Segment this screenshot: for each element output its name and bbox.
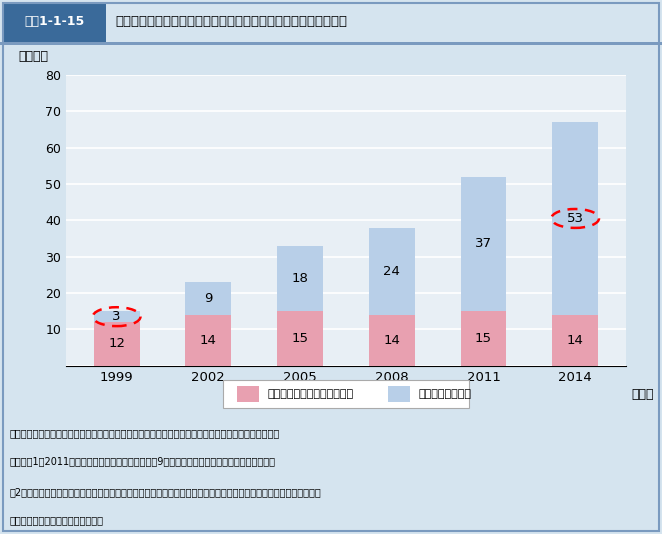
Bar xyxy=(223,380,469,408)
Text: 37: 37 xyxy=(475,238,492,250)
Bar xyxy=(552,122,598,315)
Text: 血管性及び詳細不明の認知症、アルツハイマー病の患者数の推移: 血管性及び詳細不明の認知症、アルツハイマー病の患者数の推移 xyxy=(116,15,348,28)
Text: 15: 15 xyxy=(475,332,492,345)
Text: アルツハイマー病: アルツハイマー病 xyxy=(418,389,471,399)
Text: 53: 53 xyxy=(567,212,584,225)
Bar xyxy=(3,4,106,42)
Text: （万人）: （万人） xyxy=(19,50,48,63)
Bar xyxy=(185,282,231,315)
Text: 3: 3 xyxy=(113,310,121,323)
Text: 2．患者数とは、調査日現在において、継続的に医療を受けている者（調査日には医療施設で受療していない者を含: 2．患者数とは、調査日現在において、継続的に医療を受けている者（調査日には医療施… xyxy=(10,488,322,498)
Text: 9: 9 xyxy=(204,292,213,305)
Text: 血管性及び詳細不明の認知症: 血管性及び詳細不明の認知症 xyxy=(267,389,354,399)
Bar xyxy=(369,227,414,315)
Text: 24: 24 xyxy=(383,265,401,278)
Text: （注）、1．2011年は、宮城県の石巻医療圈、気仙9没医療圈及び福島県を除いた数値である。: （注）、1．2011年は、宮城県の石巻医療圈、気仙9没医療圈及び福島県を除いた数… xyxy=(10,457,276,467)
Bar xyxy=(94,322,140,366)
Text: 14: 14 xyxy=(200,334,216,347)
Text: 図表1-1-15: 図表1-1-15 xyxy=(24,15,85,28)
Text: 14: 14 xyxy=(383,334,401,347)
Bar xyxy=(388,386,410,402)
Text: 14: 14 xyxy=(567,334,584,347)
Bar xyxy=(94,311,140,322)
Bar xyxy=(461,177,506,311)
Bar xyxy=(0,42,662,45)
Bar xyxy=(185,315,231,366)
Text: む。）の数を推計したものである。: む。）の数を推計したものである。 xyxy=(10,515,104,525)
Text: （年）: （年） xyxy=(631,388,653,400)
Text: 12: 12 xyxy=(108,337,125,350)
Bar xyxy=(461,311,506,366)
Bar xyxy=(369,315,414,366)
Bar xyxy=(237,386,260,402)
Text: 15: 15 xyxy=(291,332,308,345)
Text: 資料：厚生労働省政策統括官付保健統計室「患者調査」より厚生労働省政策統括官付政策評価官室作成: 資料：厚生労働省政策統括官付保健統計室「患者調査」より厚生労働省政策統括官付政策… xyxy=(10,428,280,438)
Bar xyxy=(552,315,598,366)
Bar xyxy=(277,311,323,366)
Text: 18: 18 xyxy=(291,272,308,285)
Bar xyxy=(277,246,323,311)
